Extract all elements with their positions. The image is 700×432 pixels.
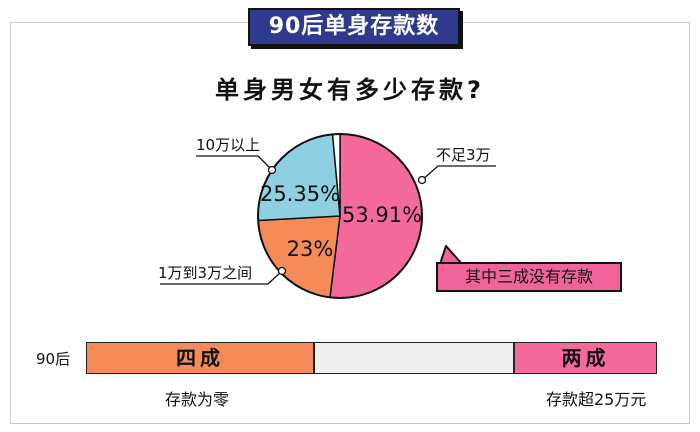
bar-caption-right: 存款超25万元 — [546, 390, 647, 409]
callout-box: 其中三成没有存款 — [436, 262, 622, 292]
bar-category-label: 90后 — [36, 350, 71, 368]
pie-slice-2 — [257, 133, 341, 222]
leader-dot-2 — [267, 165, 277, 175]
leader-line-2 — [196, 155, 273, 171]
page-title: 90后单身存款数 — [248, 8, 460, 46]
slice-name-label-2: 10万以上 — [196, 136, 260, 154]
slice-name-label-1: 1万到3万之间 — [158, 264, 252, 282]
bar-segment-two-tenths: 两成 — [514, 342, 657, 374]
leader-line-0 — [421, 165, 496, 181]
bar-segment-middle — [314, 342, 514, 374]
pie-value-label-2: 25.35% — [260, 182, 340, 206]
bar-segment-four-tenths: 四成 — [86, 342, 314, 374]
pie-outline — [257, 133, 423, 299]
leader-dot-1 — [277, 266, 287, 276]
leader-dot-0 — [417, 175, 427, 185]
bar-caption-left: 存款为零 — [165, 390, 230, 409]
pie-value-label-0: 53.91% — [342, 203, 422, 227]
chart-title: 单身男女有多少存款? — [215, 76, 485, 104]
slice-name-label-0: 不足3万 — [436, 146, 491, 164]
pie-value-label-1: 23% — [287, 237, 334, 261]
leader-line-1 — [160, 270, 283, 285]
